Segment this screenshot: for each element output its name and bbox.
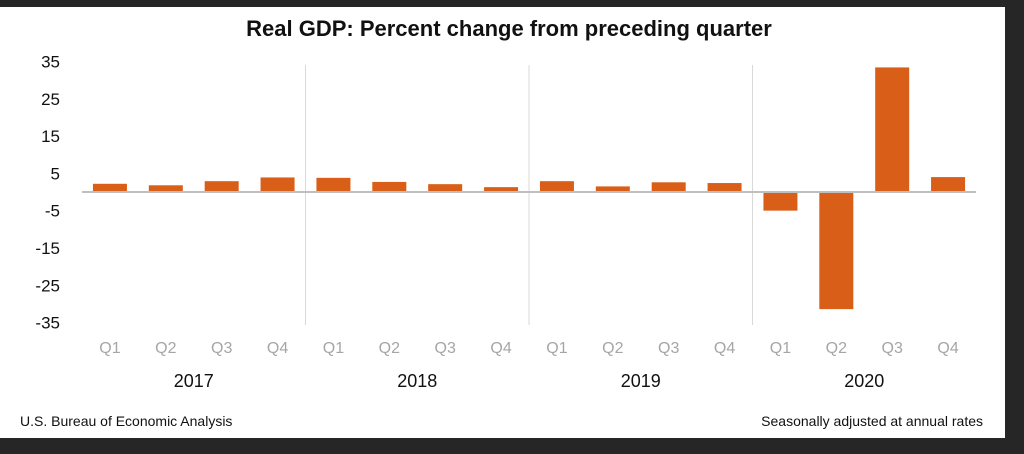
chart-title: Real GDP: Percent change from preceding … [246,16,772,41]
quarter-label: Q3 [658,340,679,357]
y-tick-label: -25 [35,276,60,295]
quarter-label: Q1 [323,340,344,357]
quarter-label: Q4 [937,340,958,357]
bar-2017-q1 [92,183,127,192]
quarter-label: Q3 [882,340,903,357]
bar-2018-q3 [428,184,463,192]
quarter-label: Q2 [826,340,847,357]
quarter-label: Q2 [155,340,176,357]
source-note: U.S. Bureau of Economic Analysis [20,413,232,429]
quarter-label: Q2 [602,340,623,357]
y-tick-label: 25 [41,90,60,109]
year-labels: 2017 2018 2019 2020 [174,371,885,391]
bar-2020-q4 [931,177,966,192]
bar-2020-q3 [875,67,910,192]
quarter-label: Q3 [435,340,456,357]
quarter-label: Q1 [99,340,120,357]
y-tick-label: 35 [41,52,60,71]
y-tick-label: -35 [35,314,60,333]
quarter-labels: Q1 Q2 Q3 Q4 Q1 Q2 Q3 Q4 Q1 Q2 Q3 Q4 Q1 Q2 Q3 Q4 [99,340,959,357]
y-tick-label: -5 [45,202,60,221]
y-tick-label: -15 [35,239,60,258]
year-label: 2020 [844,371,884,391]
quarter-label: Q4 [490,340,511,357]
bar-2017-q4 [260,177,295,192]
year-label: 2019 [621,371,661,391]
year-separators [305,65,753,325]
bar-2019-q2 [595,186,630,192]
bar-2020-q1 [763,192,798,211]
bar-2017-q3 [204,181,239,192]
y-tick-label: 5 [51,164,60,183]
quarter-label: Q4 [267,340,288,357]
bar-2019-q1 [539,181,574,192]
bar-2019-q4 [707,183,742,192]
year-label: 2017 [174,371,214,391]
quarter-label: Q1 [770,340,791,357]
bars [92,67,966,310]
quarter-label: Q4 [714,340,735,357]
quarter-label: Q1 [546,340,567,357]
seasonal-adjustment-note: Seasonally adjusted at annual rates [761,413,983,429]
y-axis-ticks: 35 25 15 5 -5 -15 -25 -35 [35,52,60,332]
quarter-label: Q2 [379,340,400,357]
bar-2017-q2 [148,185,183,192]
bar-2020-q2 [819,192,854,310]
bar-2019-q3 [651,182,686,192]
bar-2018-q4 [484,187,519,192]
year-label: 2018 [397,371,437,391]
bar-2018-q2 [372,181,407,192]
quarter-label: Q3 [211,340,232,357]
y-tick-label: 15 [41,127,60,146]
bar-2018-q1 [316,177,351,192]
